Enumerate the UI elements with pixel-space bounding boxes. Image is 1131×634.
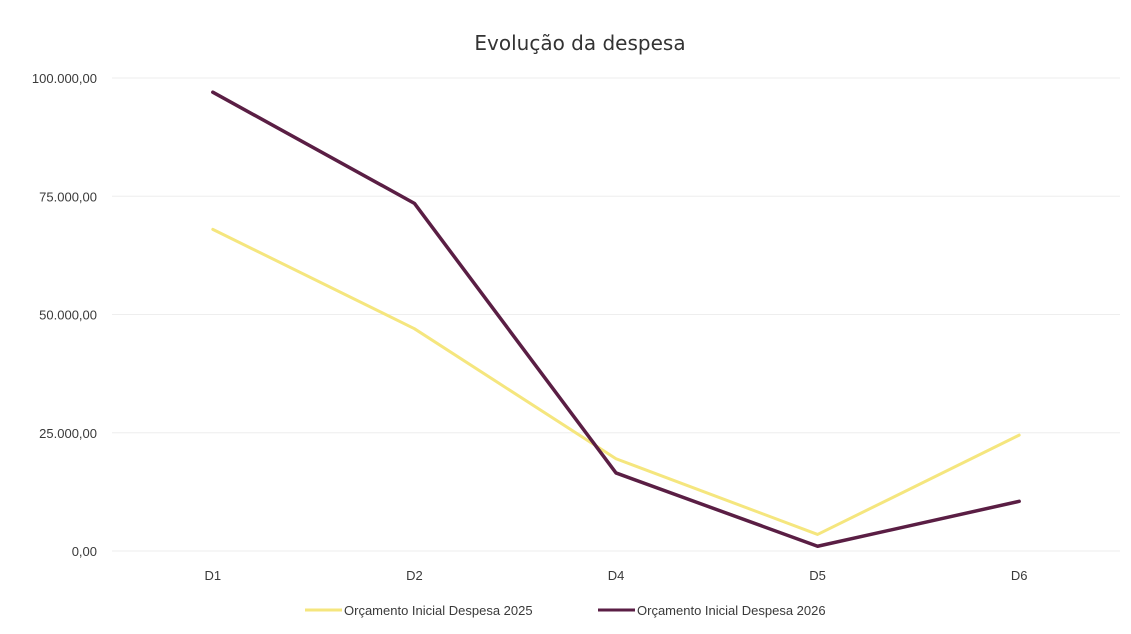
y-tick-label: 0,00	[72, 544, 97, 559]
y-tick-label: 50.000,00	[39, 308, 97, 323]
legend-label: Orçamento Inicial Despesa 2025	[344, 603, 533, 618]
chart-title: Evolução da despesa	[474, 31, 685, 55]
legend: Orçamento Inicial Despesa 2025 Orçamento …	[305, 603, 826, 618]
y-axis-ticks: 0,00 25.000,00 50.000,00 75.000,00 100.000,0…	[32, 71, 97, 559]
y-tick-label: 25.000,00	[39, 426, 97, 441]
series-line-2	[211, 90, 1021, 549]
x-axis-ticks: D1 D2 D4 D5 D6	[204, 568, 1027, 583]
x-tick-label: D2	[406, 568, 423, 583]
x-tick-label: D5	[809, 568, 826, 583]
series-lines	[211, 90, 1021, 549]
series-line-1	[211, 227, 1021, 536]
grid-lines	[112, 77, 1120, 552]
y-tick-label: 75.000,00	[39, 189, 97, 204]
legend-label: Orçamento Inicial Despesa 2026	[637, 603, 826, 618]
y-tick-label: 100.000,00	[32, 71, 97, 86]
x-tick-label: D1	[204, 568, 221, 583]
x-tick-label: D6	[1011, 568, 1028, 583]
x-tick-label: D4	[608, 568, 625, 583]
